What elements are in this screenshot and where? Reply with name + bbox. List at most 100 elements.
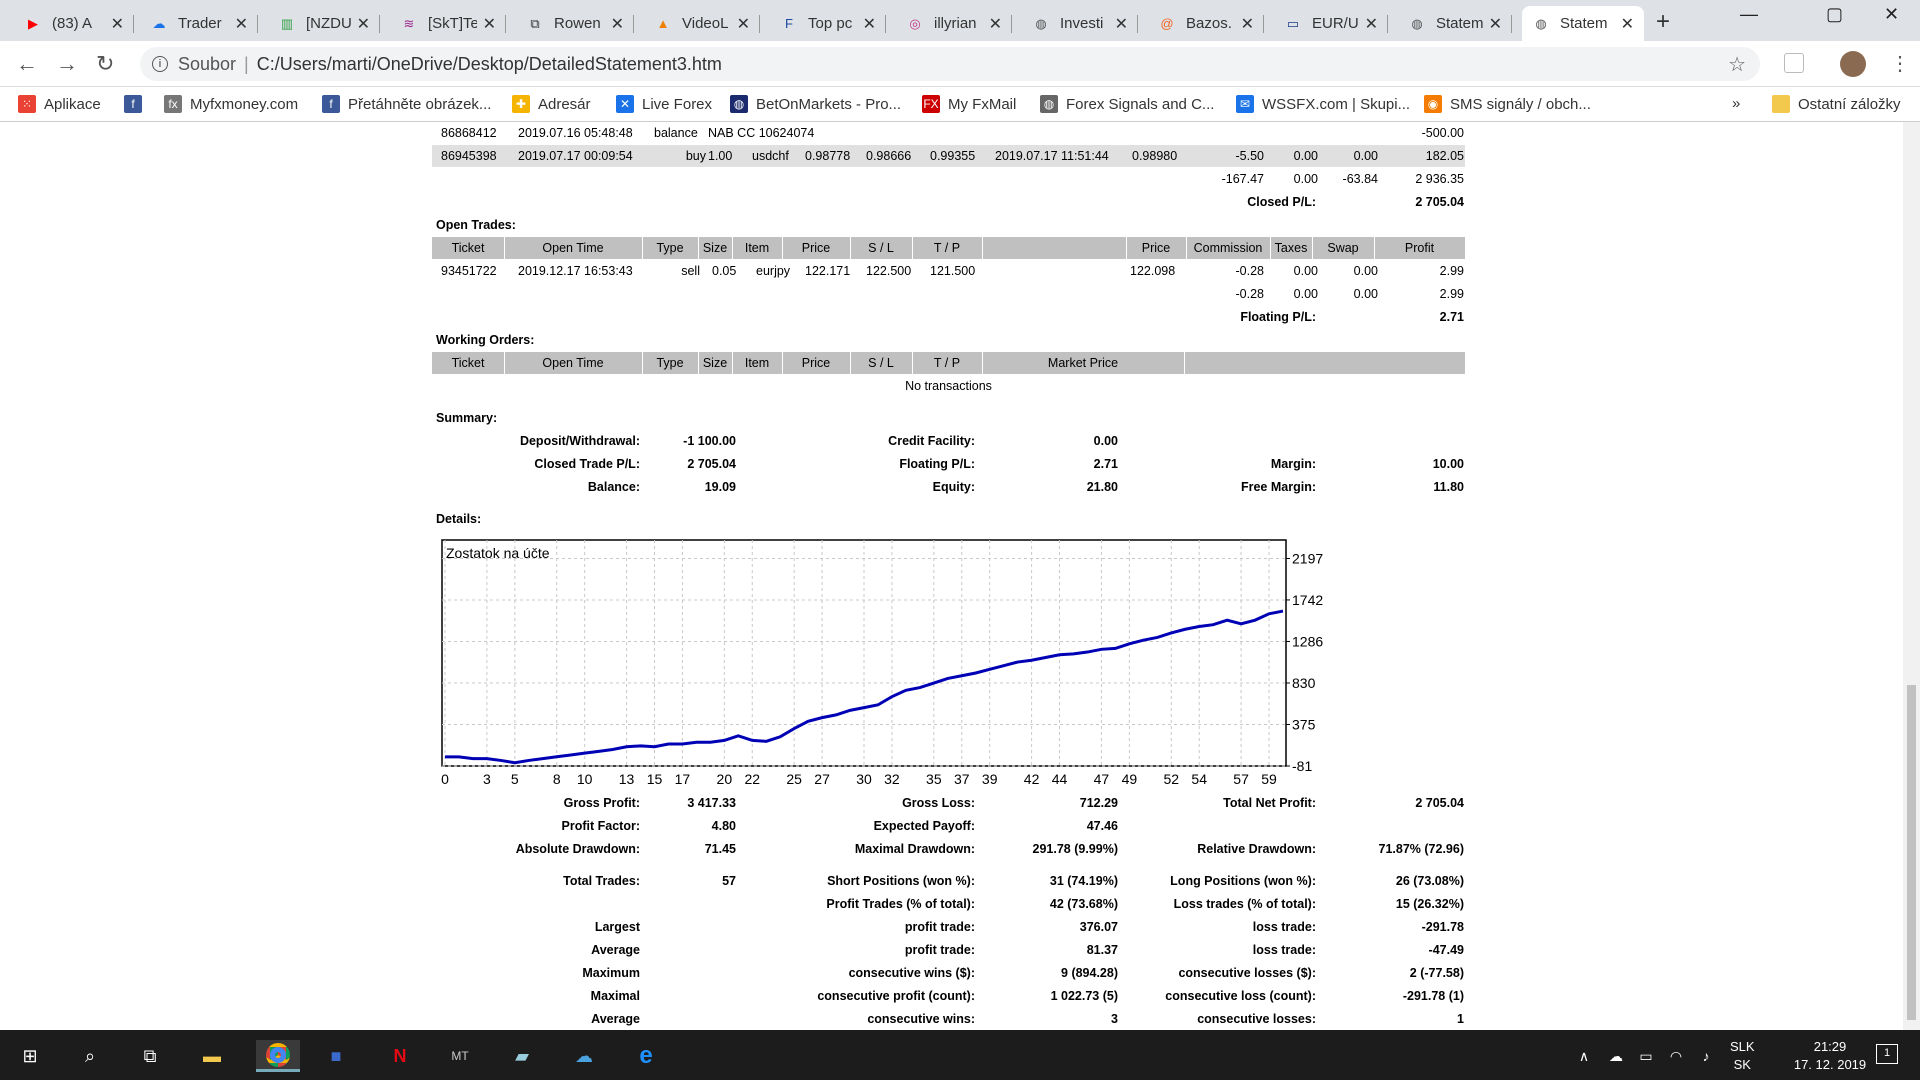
menu-icon[interactable]: ⋮ [1890, 53, 1910, 75]
scrollbar-thumb[interactable] [1907, 685, 1916, 1020]
info-icon[interactable]: i [152, 56, 168, 72]
clock[interactable]: 21:29 17. 12. 2019 [1780, 1038, 1880, 1074]
bookmark-9[interactable]: ✉ WSSFX.com | Skupi... [1236, 95, 1410, 113]
item: usdchf [752, 149, 789, 163]
tab-0[interactable]: ▶ (83) A ✕ [14, 6, 134, 41]
tab-8[interactable]: ◍ Investi ✕ [1022, 6, 1138, 41]
save-disk-icon[interactable]: ■ [330, 1045, 342, 1066]
close-tab-icon[interactable]: ✕ [862, 15, 876, 33]
close-tab-icon[interactable]: ✕ [482, 15, 496, 33]
url-text[interactable]: C:/Users/marti/OneDrive/Desktop/Detailed… [256, 53, 722, 74]
column-divider [732, 237, 733, 259]
tab-12[interactable]: ◍ Statem ✕ [1522, 6, 1644, 41]
reload-icon[interactable]: ↻ [96, 51, 115, 76]
extension-icon[interactable] [1784, 53, 1804, 73]
notification-icon[interactable]: 1 [1876, 1044, 1898, 1064]
tab-2[interactable]: ▥ [NZDU ✕ [268, 6, 380, 41]
bookmark-3[interactable]: f Přetáhněte obrázek... [322, 95, 491, 113]
star-icon[interactable]: ☆ [1728, 53, 1746, 76]
loss-trades: 15 (26.32%) [1395, 897, 1464, 911]
tray-chevron-icon[interactable]: ∧ [1578, 1047, 1590, 1064]
start-icon[interactable]: ⊞ [22, 1045, 38, 1066]
tab-7[interactable]: ◎ illyrian ✕ [896, 6, 1012, 41]
close-tab-icon[interactable]: ✕ [988, 15, 1002, 33]
tab-10[interactable]: ▭ EUR/U ✕ [1274, 6, 1388, 41]
x-tick-label: 8 [553, 771, 561, 785]
floating-pl-value: 2.71 [1439, 310, 1464, 324]
bookmark-5[interactable]: ✕ Live Forex [616, 95, 712, 113]
address-bar[interactable]: i Soubor | C:/Users/marti/OneDrive/Deskt… [140, 47, 1760, 81]
netflix-icon[interactable]: N [393, 1045, 407, 1066]
puzzle-icon: ✚ [512, 95, 530, 113]
edge-icon[interactable]: e [639, 1042, 653, 1069]
tab-6[interactable]: F Top pc ✕ [770, 6, 886, 41]
close-tab-icon[interactable]: ✕ [110, 15, 124, 33]
tab-1[interactable]: ☁ Trader ✕ [140, 6, 258, 41]
total-profit: 2 936.35 [1415, 172, 1464, 186]
bookmark-4[interactable]: ✚ Adresár [512, 95, 591, 113]
close-window-button[interactable]: ✕ [1884, 4, 1900, 24]
bookmark-1[interactable]: f [124, 95, 150, 113]
wifi-icon[interactable]: ◠ [1669, 1047, 1683, 1064]
chrome-icon[interactable] [256, 1040, 300, 1072]
abs-dd: 71.45 [704, 842, 736, 856]
close-tab-icon[interactable]: ✕ [610, 15, 624, 33]
minimize-button[interactable]: — [1740, 4, 1758, 24]
bookmark-0[interactable]: ⁙ Aplikace [18, 95, 101, 113]
maximize-button[interactable]: ▢ [1826, 4, 1844, 24]
close-tab-icon[interactable]: ✕ [1114, 15, 1128, 33]
x-tick-label: 32 [884, 771, 900, 785]
forward-icon[interactable]: → [56, 51, 78, 76]
language-indicator[interactable]: SLK SK [1730, 1038, 1755, 1074]
close-tab-icon[interactable]: ✕ [1620, 15, 1634, 33]
column-header: Type [656, 356, 684, 370]
battery-icon[interactable]: ▭ [1639, 1047, 1653, 1064]
trading-app-icon[interactable]: MT [451, 1049, 469, 1063]
avatar[interactable] [1840, 51, 1866, 77]
rel-dd-label: Relative Drawdown: [1197, 842, 1316, 856]
market-price: 122.098 [1130, 264, 1176, 278]
close-tab-icon[interactable]: ✕ [1364, 15, 1378, 33]
tab-9[interactable]: @ Bazos. ✕ [1148, 6, 1264, 41]
max-cons-wins: 9 (894.28) [1061, 966, 1118, 980]
close-tab-icon[interactable]: ✕ [356, 15, 370, 33]
bookmark-6[interactable]: ◍ BetOnMarkets - Pro... [730, 95, 901, 113]
back-icon[interactable]: ← [16, 51, 38, 76]
tab-separator [257, 15, 258, 33]
bookmark-other[interactable]: Ostatní záložky [1772, 95, 1901, 113]
bookmark-2[interactable]: fx Myfxmoney.com [164, 95, 298, 113]
tab-11[interactable]: ◍ Statem ✕ [1398, 6, 1512, 41]
average2-label: Average [591, 1012, 640, 1026]
maximum-label: Maximum [582, 966, 640, 980]
bookmark-7[interactable]: FX My FxMail [922, 95, 1016, 113]
globe-icon: ◍ [730, 95, 748, 113]
expected-payoff: 47.46 [1086, 819, 1118, 833]
facebook-icon: f [124, 95, 142, 113]
task-view-icon[interactable]: ⧉ [143, 1045, 157, 1066]
tab-5[interactable]: ▲ VideoL ✕ [644, 6, 760, 41]
search-icon[interactable]: ⌕ [84, 1045, 96, 1066]
x-tick-label: 59 [1261, 771, 1277, 785]
bookmark-8[interactable]: ◍ Forex Signals and C... [1040, 95, 1214, 113]
tab-3[interactable]: ≋ [SkT]Te ✕ [390, 6, 506, 41]
notepad-icon[interactable]: ▰ [515, 1045, 529, 1066]
column-divider [642, 237, 643, 259]
scrollbar[interactable] [1903, 122, 1920, 1030]
sl: 0.98666 [866, 149, 912, 163]
close-tab-icon[interactable]: ✕ [736, 15, 750, 33]
file-explorer-icon[interactable]: ▬ [203, 1045, 221, 1066]
close-tab-icon[interactable]: ✕ [234, 15, 248, 33]
cloud-app-icon[interactable]: ☁ [575, 1045, 593, 1066]
tab-separator [1263, 15, 1264, 33]
volume-icon[interactable]: ♪ [1702, 1048, 1710, 1064]
tab-separator [1011, 15, 1012, 33]
tray-network-icon[interactable]: ☁ [1609, 1047, 1623, 1064]
bookmarks-overflow-icon[interactable]: » [1732, 95, 1741, 112]
bookmark-10[interactable]: ◉ SMS signály / obch... [1424, 95, 1591, 113]
tab-4[interactable]: ⧉ Rowen ✕ [516, 6, 634, 41]
total-taxes: 0.00 [1293, 172, 1318, 186]
new-tab-button[interactable]: + [1656, 8, 1671, 35]
close-tab-icon[interactable]: ✕ [1488, 15, 1502, 33]
close-tab-icon[interactable]: ✕ [1240, 15, 1254, 33]
tab-label: [SkT]Te [428, 15, 477, 32]
